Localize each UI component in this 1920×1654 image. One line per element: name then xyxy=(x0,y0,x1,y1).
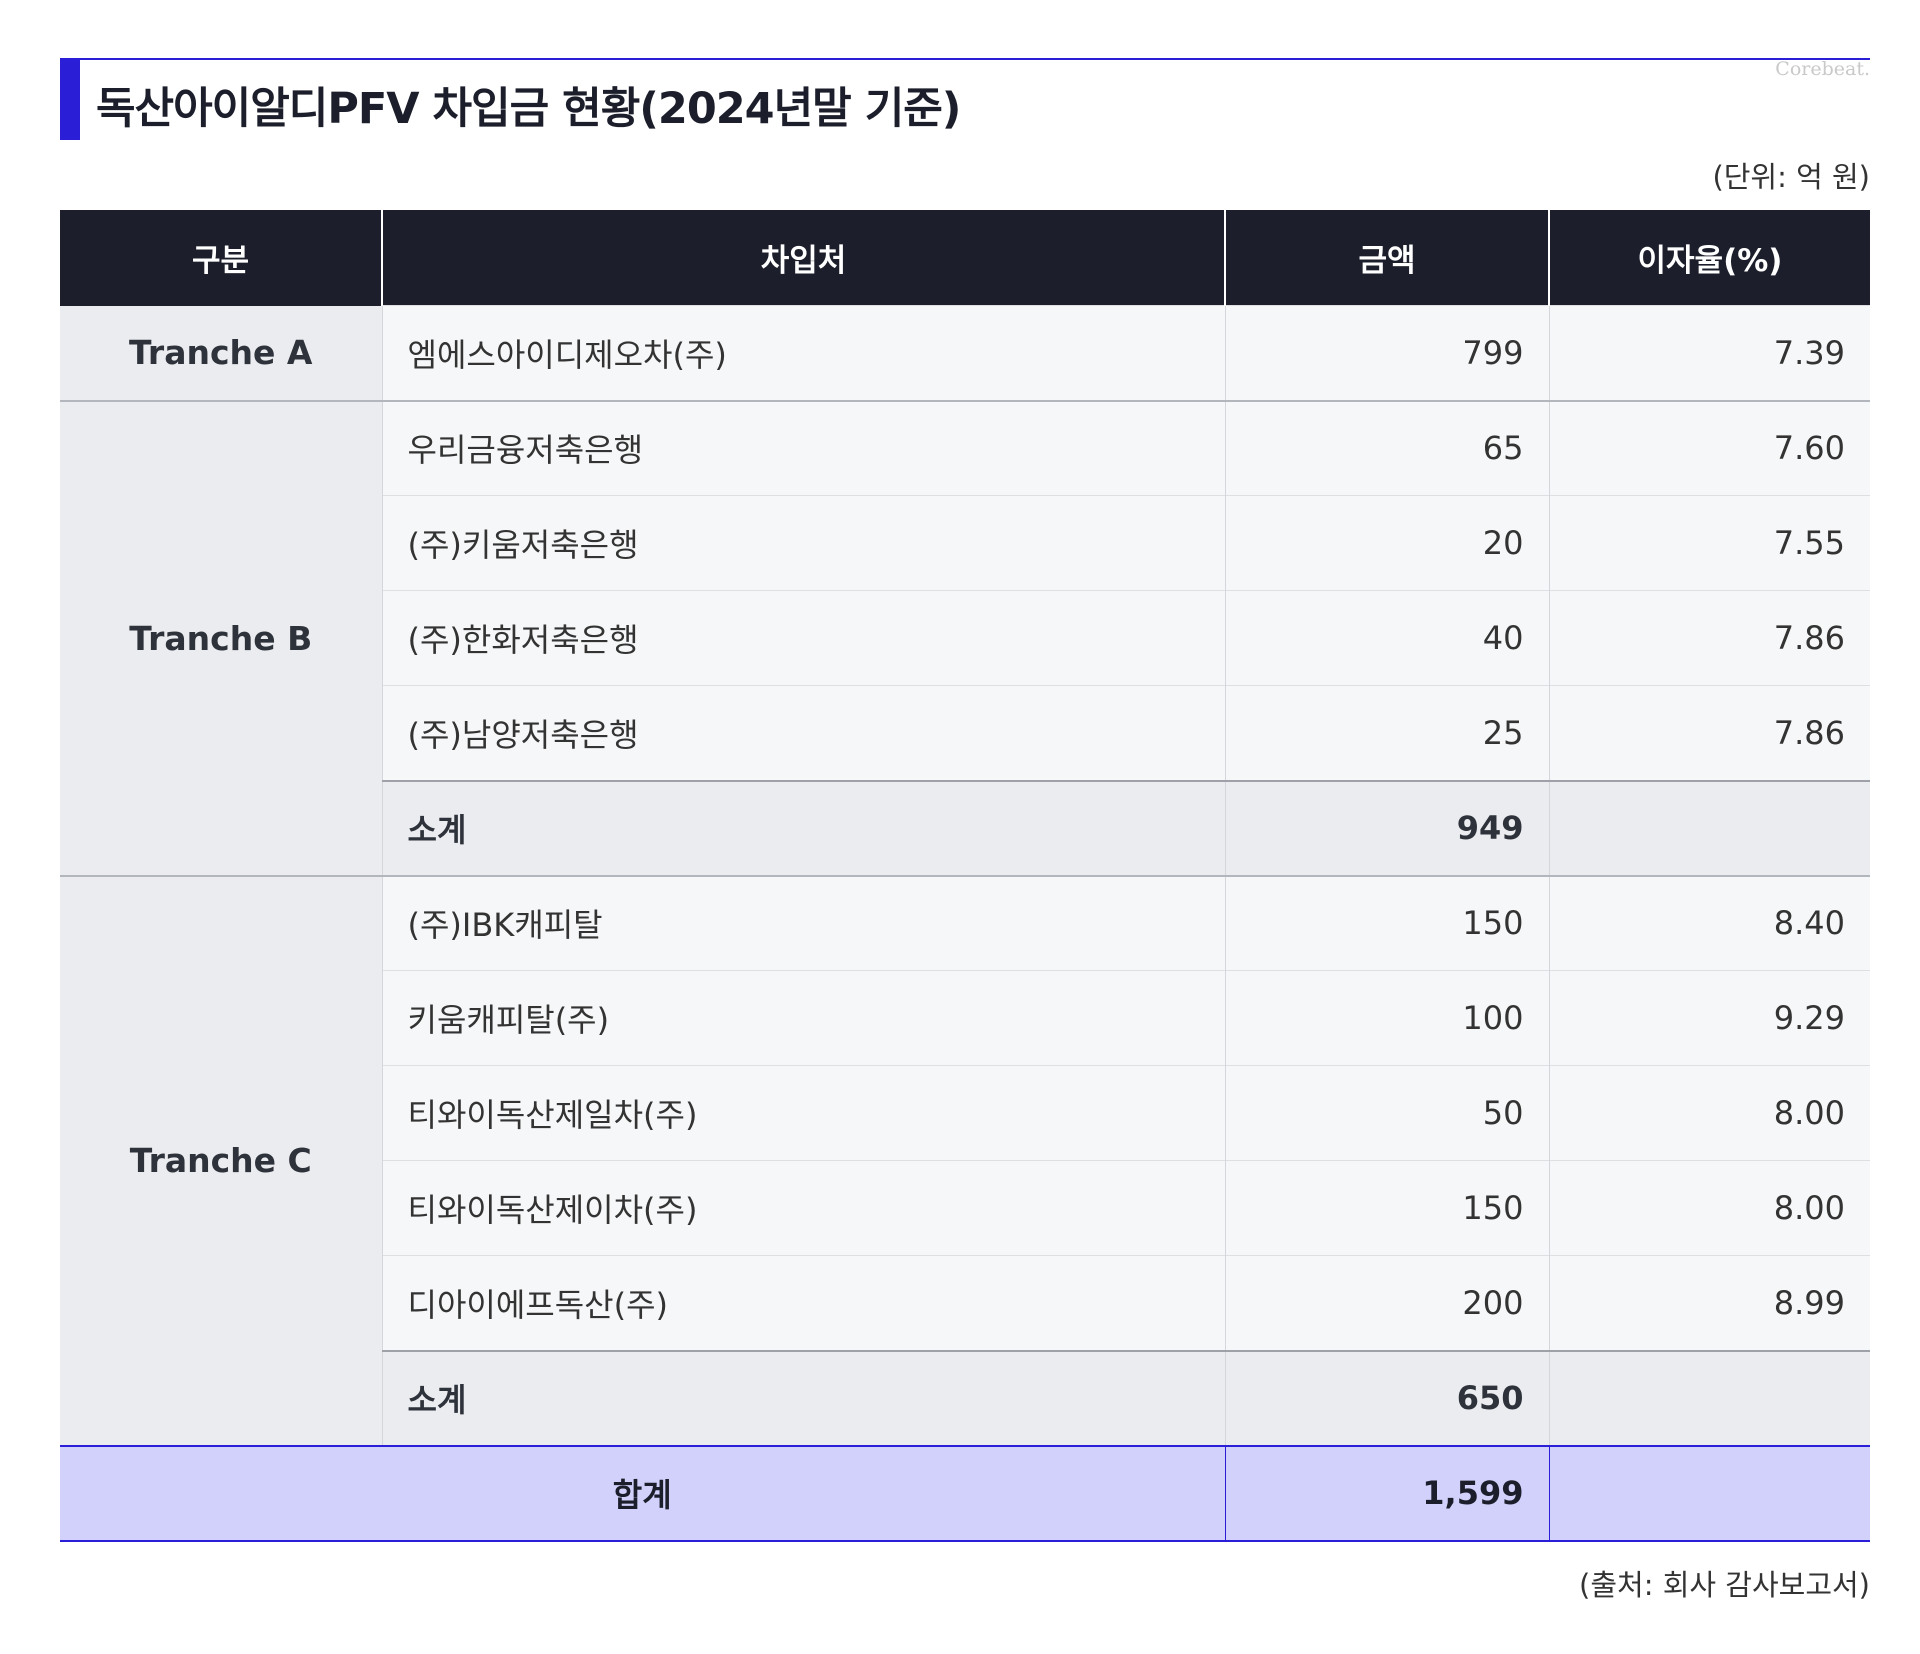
title-accent-bar xyxy=(60,58,80,140)
amount-cell: 20 xyxy=(1224,495,1549,591)
subtotal-amount: 650 xyxy=(1224,1349,1549,1446)
tranche-b-label: Tranche B xyxy=(60,399,382,876)
tranche-c-label: Tranche C xyxy=(60,874,382,1446)
subtotal-rate-empty xyxy=(1548,1349,1870,1446)
unit-note: (단위: 억 원) xyxy=(1712,160,1870,194)
subtotal-label: 소계 xyxy=(381,779,1225,876)
total-rate-empty xyxy=(1548,1444,1870,1542)
borrowings-table: 구분 차입처 금액 이자율(%) Tranche A 엠에스아이디제오차(주) … xyxy=(60,210,1870,1542)
table-row: 티와이독산제이차(주) 150 8.00 xyxy=(60,1160,1870,1256)
rate-cell: 7.55 xyxy=(1548,495,1870,591)
amount-cell: 65 xyxy=(1224,399,1549,496)
rate-cell: 9.29 xyxy=(1548,970,1870,1066)
rate-cell: 8.99 xyxy=(1548,1255,1870,1351)
amount-cell: 150 xyxy=(1224,1160,1549,1256)
lender-cell: 디아이에프독산(주) xyxy=(381,1255,1225,1351)
lender-cell: (주)IBK캐피탈 xyxy=(381,874,1225,971)
subtotal-rate-empty xyxy=(1548,779,1870,876)
amount-cell: 40 xyxy=(1224,590,1549,686)
rate-cell: 7.86 xyxy=(1548,590,1870,686)
lender-cell: (주)한화저축은행 xyxy=(381,590,1225,686)
page-title: 독산아이알디PFV 차입금 현황(2024년말 기준) xyxy=(96,84,961,134)
table-row: (주)한화저축은행 40 7.86 xyxy=(60,590,1870,686)
header-category: 구분 xyxy=(60,210,382,306)
lender-cell: 엠에스아이디제오차(주) xyxy=(381,305,1225,401)
rate-cell: 8.00 xyxy=(1548,1065,1870,1161)
table-header-row: 구분 차입처 금액 이자율(%) xyxy=(60,210,1870,306)
lender-cell: 키움캐피탈(주) xyxy=(381,970,1225,1066)
table-row: Tranche A 엠에스아이디제오차(주) 799 7.39 xyxy=(60,305,1870,401)
amount-cell: 50 xyxy=(1224,1065,1549,1161)
total-label: 합계 xyxy=(60,1444,1225,1542)
header-amount: 금액 xyxy=(1224,210,1549,306)
brand-logo: Corebeat. xyxy=(1775,58,1870,80)
lender-cell: (주)남양저축은행 xyxy=(381,685,1225,781)
header-rate: 이자율(%) xyxy=(1548,210,1870,306)
table-row: (주)남양저축은행 25 7.86 xyxy=(60,685,1870,781)
total-row: 합계 1,599 xyxy=(60,1444,1870,1542)
subtotal-amount: 949 xyxy=(1224,779,1549,876)
title-top-rule xyxy=(60,58,1870,60)
subtotal-row: 소계 650 xyxy=(60,1349,1870,1446)
rate-cell: 8.00 xyxy=(1548,1160,1870,1256)
tranche-a-label: Tranche A xyxy=(60,305,382,401)
lender-cell: (주)키움저축은행 xyxy=(381,495,1225,591)
rate-cell: 8.40 xyxy=(1548,874,1870,971)
rate-cell: 7.86 xyxy=(1548,685,1870,781)
table-row: (주)키움저축은행 20 7.55 xyxy=(60,495,1870,591)
rate-cell: 7.39 xyxy=(1548,305,1870,401)
amount-cell: 799 xyxy=(1224,305,1549,401)
amount-cell: 100 xyxy=(1224,970,1549,1066)
total-amount: 1,599 xyxy=(1224,1444,1549,1542)
lender-cell: 티와이독산제일차(주) xyxy=(381,1065,1225,1161)
table-row: 키움캐피탈(주) 100 9.29 xyxy=(60,970,1870,1066)
lender-cell: 우리금융저축은행 xyxy=(381,399,1225,496)
header-lender: 차입처 xyxy=(381,210,1225,306)
source-note: (출처: 회사 감사보고서) xyxy=(1579,1568,1870,1602)
table-row: 디아이에프독산(주) 200 8.99 xyxy=(60,1255,1870,1351)
amount-cell: 200 xyxy=(1224,1255,1549,1351)
table-row: Tranche C (주)IBK캐피탈 150 8.40 xyxy=(60,874,1870,1446)
subtotal-row: 소계 949 xyxy=(60,779,1870,876)
rate-cell: 7.60 xyxy=(1548,399,1870,496)
amount-cell: 150 xyxy=(1224,874,1549,971)
subtotal-label: 소계 xyxy=(381,1349,1225,1446)
amount-cell: 25 xyxy=(1224,685,1549,781)
lender-cell: 티와이독산제이차(주) xyxy=(381,1160,1225,1256)
table-row: 티와이독산제일차(주) 50 8.00 xyxy=(60,1065,1870,1161)
table-row: Tranche B 우리금융저축은행 65 7.60 xyxy=(60,399,1870,876)
